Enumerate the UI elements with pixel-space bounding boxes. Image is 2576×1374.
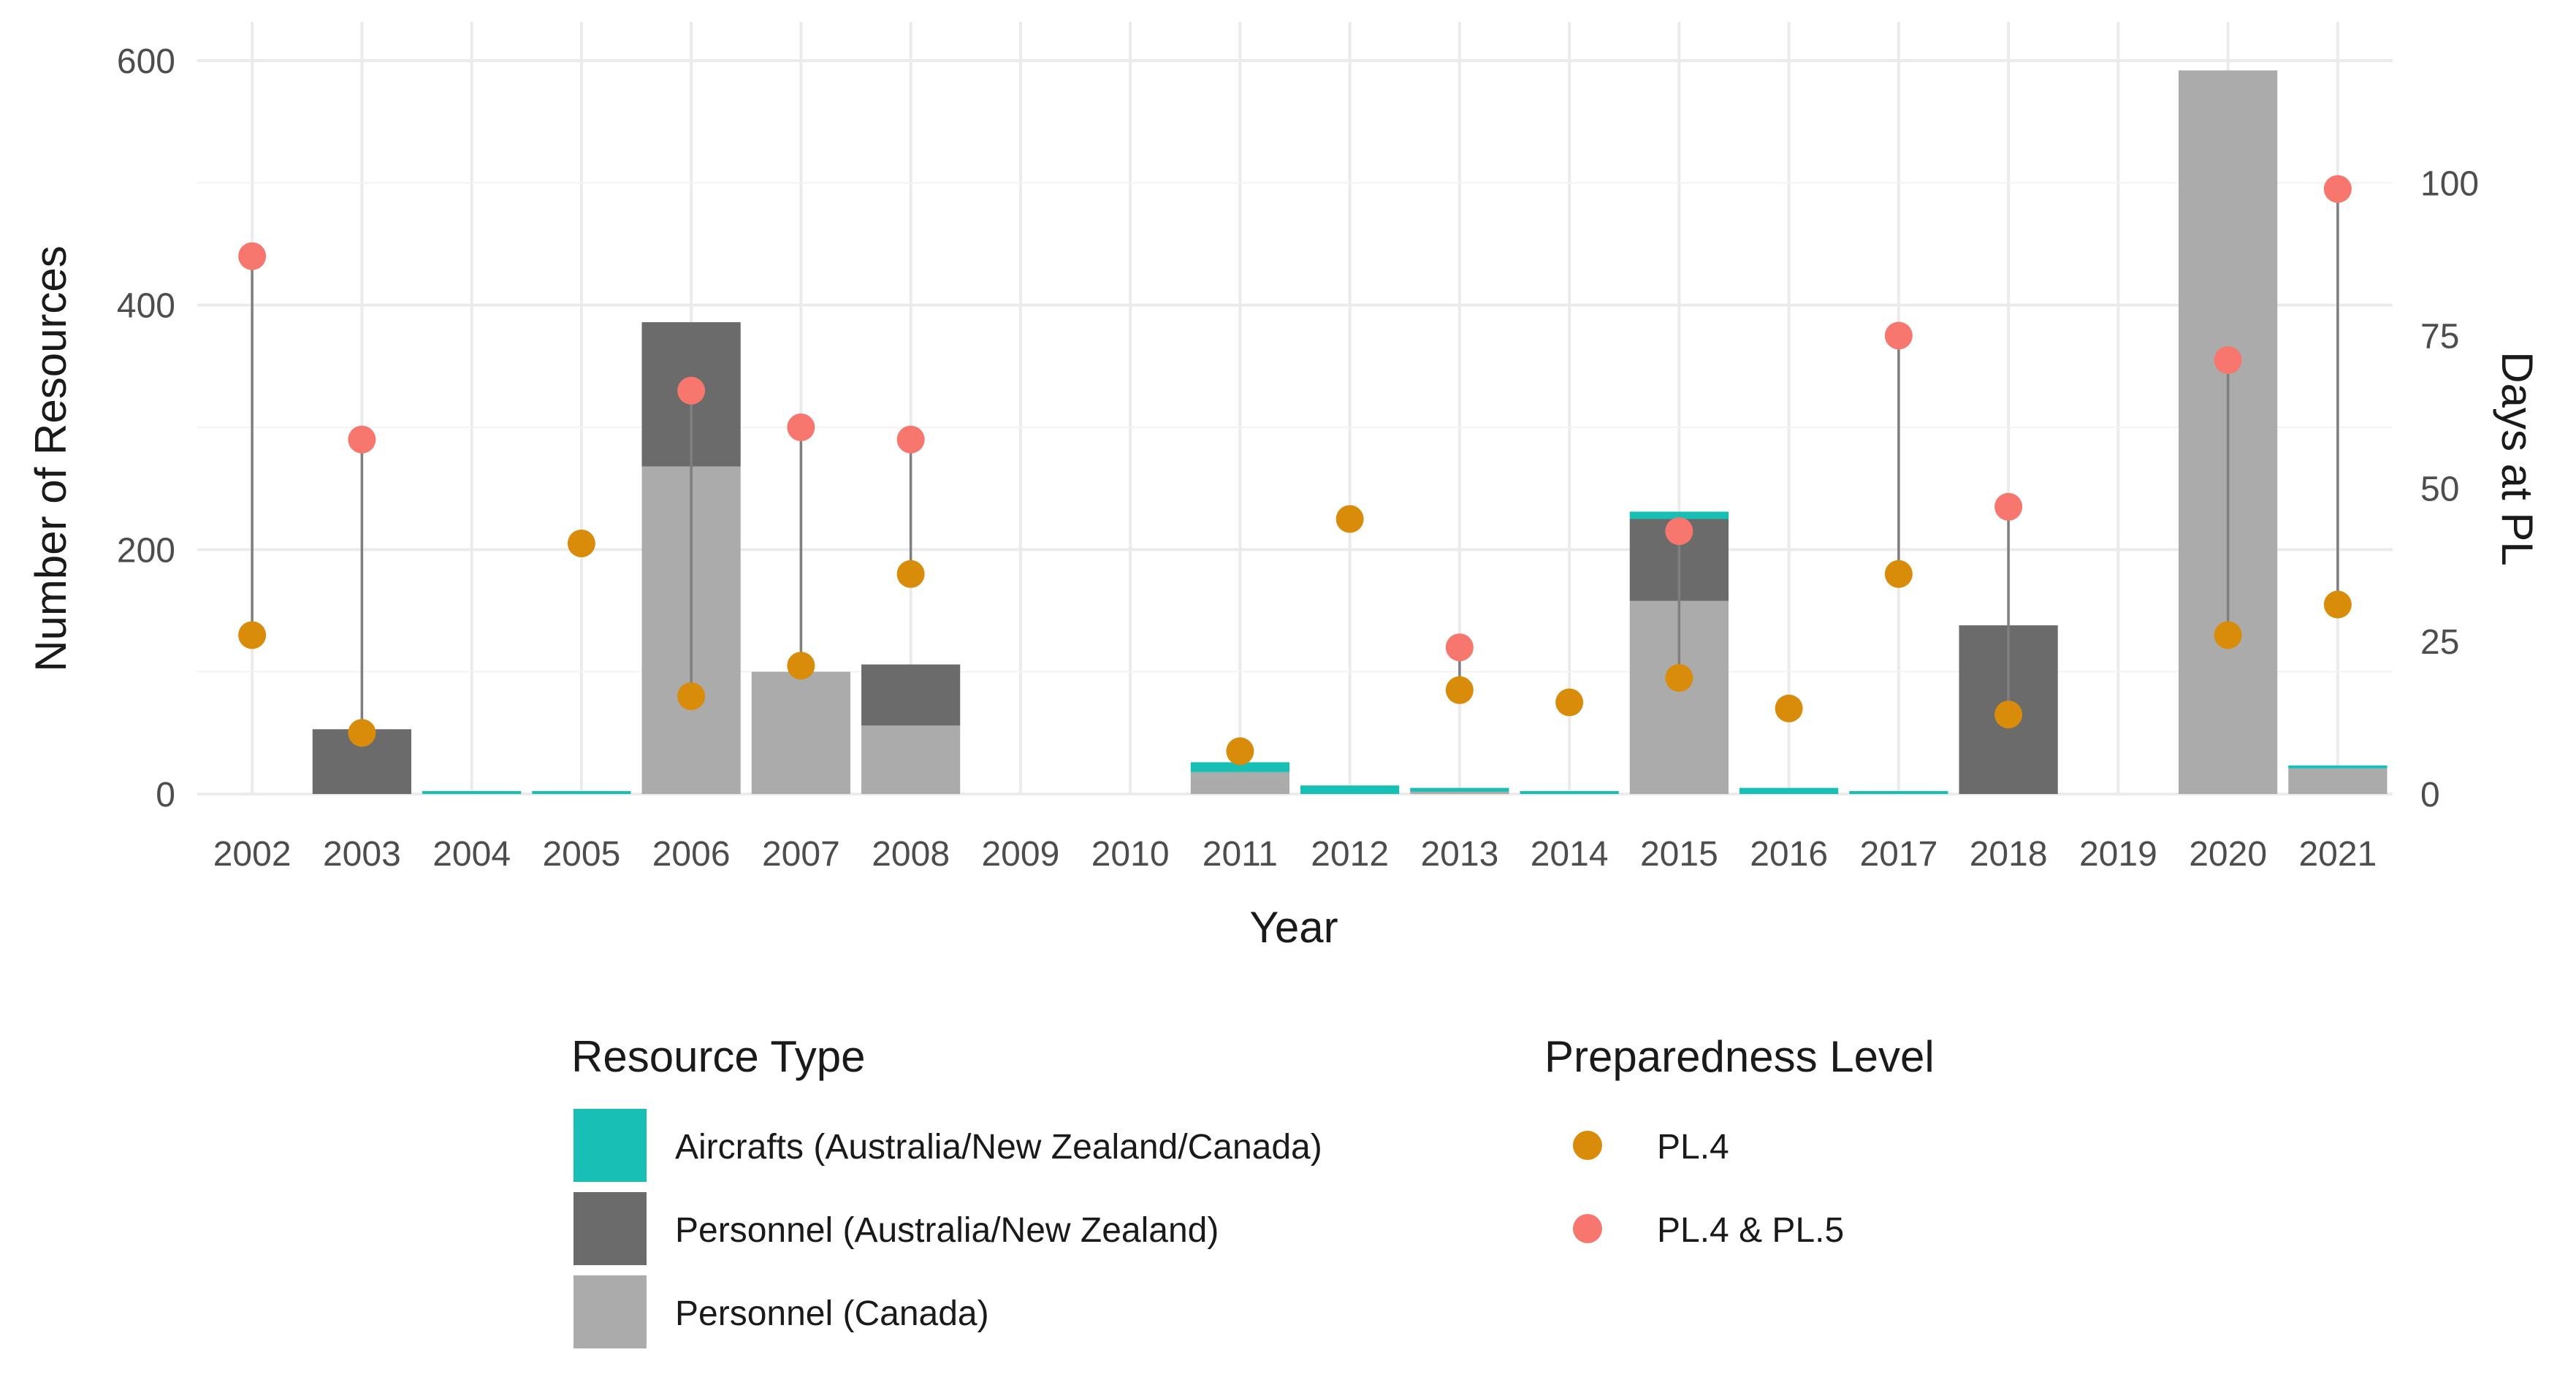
point-2002-series-0 <box>238 621 267 649</box>
x-tick-label: 2013 <box>1420 835 1498 874</box>
legend-label-aircrafts: Aircrafts (Australia/New Zealand/Canada) <box>675 1128 1322 1167</box>
bar-2015-series-2 <box>1629 511 1729 519</box>
bar-2013-series-0 <box>1410 791 1509 794</box>
bar-2014-series-2 <box>1520 791 1619 794</box>
x-tick-label: 2002 <box>213 835 291 874</box>
point-2011-series-0 <box>1226 737 1254 766</box>
y2-tick-label: 100 <box>2420 164 2479 203</box>
bar-2012-series-2 <box>1300 785 1400 794</box>
point-2021-series-1 <box>2323 175 2352 203</box>
pl-segments <box>251 188 2339 733</box>
bar-2011-series-2 <box>1190 762 1289 772</box>
y2-tick-label: 0 <box>2420 776 2440 814</box>
y2-tick-label: 50 <box>2420 470 2459 509</box>
bar-2013-series-2 <box>1410 787 1509 792</box>
point-2020-series-0 <box>2214 621 2242 649</box>
y-axis-ticks: 0 200 400 600 <box>117 42 175 814</box>
legend-key-pl4 <box>1573 1131 1602 1160</box>
y2-tick-label: 25 <box>2420 623 2459 662</box>
point-2014-series-0 <box>1555 688 1584 717</box>
point-2006-series-1 <box>677 376 706 405</box>
y2-axis-ticks: 0 25 50 75 100 <box>2420 164 2479 814</box>
point-2013-series-0 <box>1445 676 1474 704</box>
x-tick-label: 2003 <box>323 835 401 874</box>
point-2017-series-1 <box>1884 321 1913 350</box>
legend-key-pl4-pl5 <box>1573 1214 1602 1243</box>
x-tick-label: 2010 <box>1091 835 1170 874</box>
point-2007-series-0 <box>787 652 815 680</box>
y2-tick-label: 75 <box>2420 318 2459 356</box>
point-2012-series-0 <box>1335 505 1364 533</box>
x-tick-label: 2020 <box>2189 835 2267 874</box>
point-2008-series-0 <box>896 560 925 588</box>
bar-2016-series-2 <box>1739 787 1839 794</box>
x-tick-label: 2018 <box>1970 835 2048 874</box>
x-tick-label: 2006 <box>652 835 731 874</box>
x-tick-label: 2019 <box>2079 835 2157 874</box>
point-2008-series-1 <box>896 425 925 454</box>
bar-2007-series-0 <box>751 671 850 794</box>
point-2018-series-1 <box>1994 492 2023 521</box>
point-2021-series-0 <box>2323 590 2352 619</box>
x-axis-ticks: 2002 2003 2004 2005 2006 2007 2008 2009 2010 2011… <box>213 835 2377 874</box>
x-tick-label: 2005 <box>542 835 620 874</box>
legend-label-personnel-canada: Personnel (Canada) <box>675 1294 989 1333</box>
legend-preparedness-level: Preparedness Level PL.4 PL.4 & PL.5 <box>1544 1032 1935 1250</box>
legend-key-aircrafts <box>573 1109 647 1182</box>
bar-2011-series-0 <box>1190 771 1289 794</box>
point-2016-series-0 <box>1775 694 1803 722</box>
y-axis-title: Number of Resources <box>26 245 75 672</box>
x-tick-label: 2008 <box>872 835 950 874</box>
bar-2017-series-2 <box>1849 791 1948 794</box>
x-tick-label: 2015 <box>1640 835 1718 874</box>
point-2015-series-1 <box>1665 517 1693 546</box>
point-2007-series-1 <box>787 413 815 441</box>
legend-label-pl4: PL.4 <box>1657 1128 1729 1167</box>
legend-title-resource-type: Resource Type <box>571 1032 865 1081</box>
y-tick-label: 600 <box>117 42 175 81</box>
bar-2021-series-2 <box>2288 765 2388 768</box>
bar-2004-series-2 <box>422 791 522 794</box>
legend-label-personnel-anz: Personnel (Australia/New Zealand) <box>675 1211 1219 1250</box>
y-tick-label: 0 <box>156 776 175 814</box>
x-tick-label: 2004 <box>432 835 511 874</box>
bar-2008-series-0 <box>861 725 961 794</box>
y2-axis-title: Days at PL <box>2493 351 2542 565</box>
bar-2008-series-1 <box>861 664 961 726</box>
x-tick-label: 2009 <box>981 835 1059 874</box>
point-2013-series-1 <box>1445 633 1474 662</box>
y-tick-label: 200 <box>117 531 175 570</box>
x-tick-label: 2016 <box>1750 835 1828 874</box>
legend-key-personnel-canada <box>573 1275 647 1348</box>
point-2003-series-0 <box>348 719 376 747</box>
x-tick-label: 2007 <box>762 835 840 874</box>
x-tick-label: 2011 <box>1203 835 1278 874</box>
point-2020-series-1 <box>2214 346 2242 374</box>
y-tick-label: 400 <box>117 287 175 326</box>
point-2018-series-0 <box>1994 701 2023 729</box>
x-tick-label: 2017 <box>1859 835 1937 874</box>
point-2002-series-1 <box>238 242 267 270</box>
bar-2005-series-2 <box>532 791 631 794</box>
point-2015-series-0 <box>1665 664 1693 692</box>
x-axis-title: Year <box>1249 903 1338 952</box>
point-2017-series-0 <box>1884 560 1913 588</box>
point-2003-series-1 <box>348 425 376 454</box>
pl-points <box>238 175 2352 766</box>
legend-title-preparedness: Preparedness Level <box>1544 1032 1935 1081</box>
x-tick-label: 2012 <box>1311 835 1389 874</box>
point-2005-series-0 <box>567 529 595 557</box>
grid <box>197 22 2393 795</box>
x-tick-label: 2021 <box>2298 835 2377 874</box>
bar-2021-series-0 <box>2288 768 2388 794</box>
point-2006-series-0 <box>677 682 706 711</box>
legend-label-pl4-pl5: PL.4 & PL.5 <box>1657 1211 1844 1250</box>
legend-key-personnel-anz <box>573 1192 647 1265</box>
x-tick-label: 2014 <box>1531 835 1609 874</box>
legend-resource-type: Resource Type Aircrafts (Australia/New Z… <box>571 1032 1322 1348</box>
